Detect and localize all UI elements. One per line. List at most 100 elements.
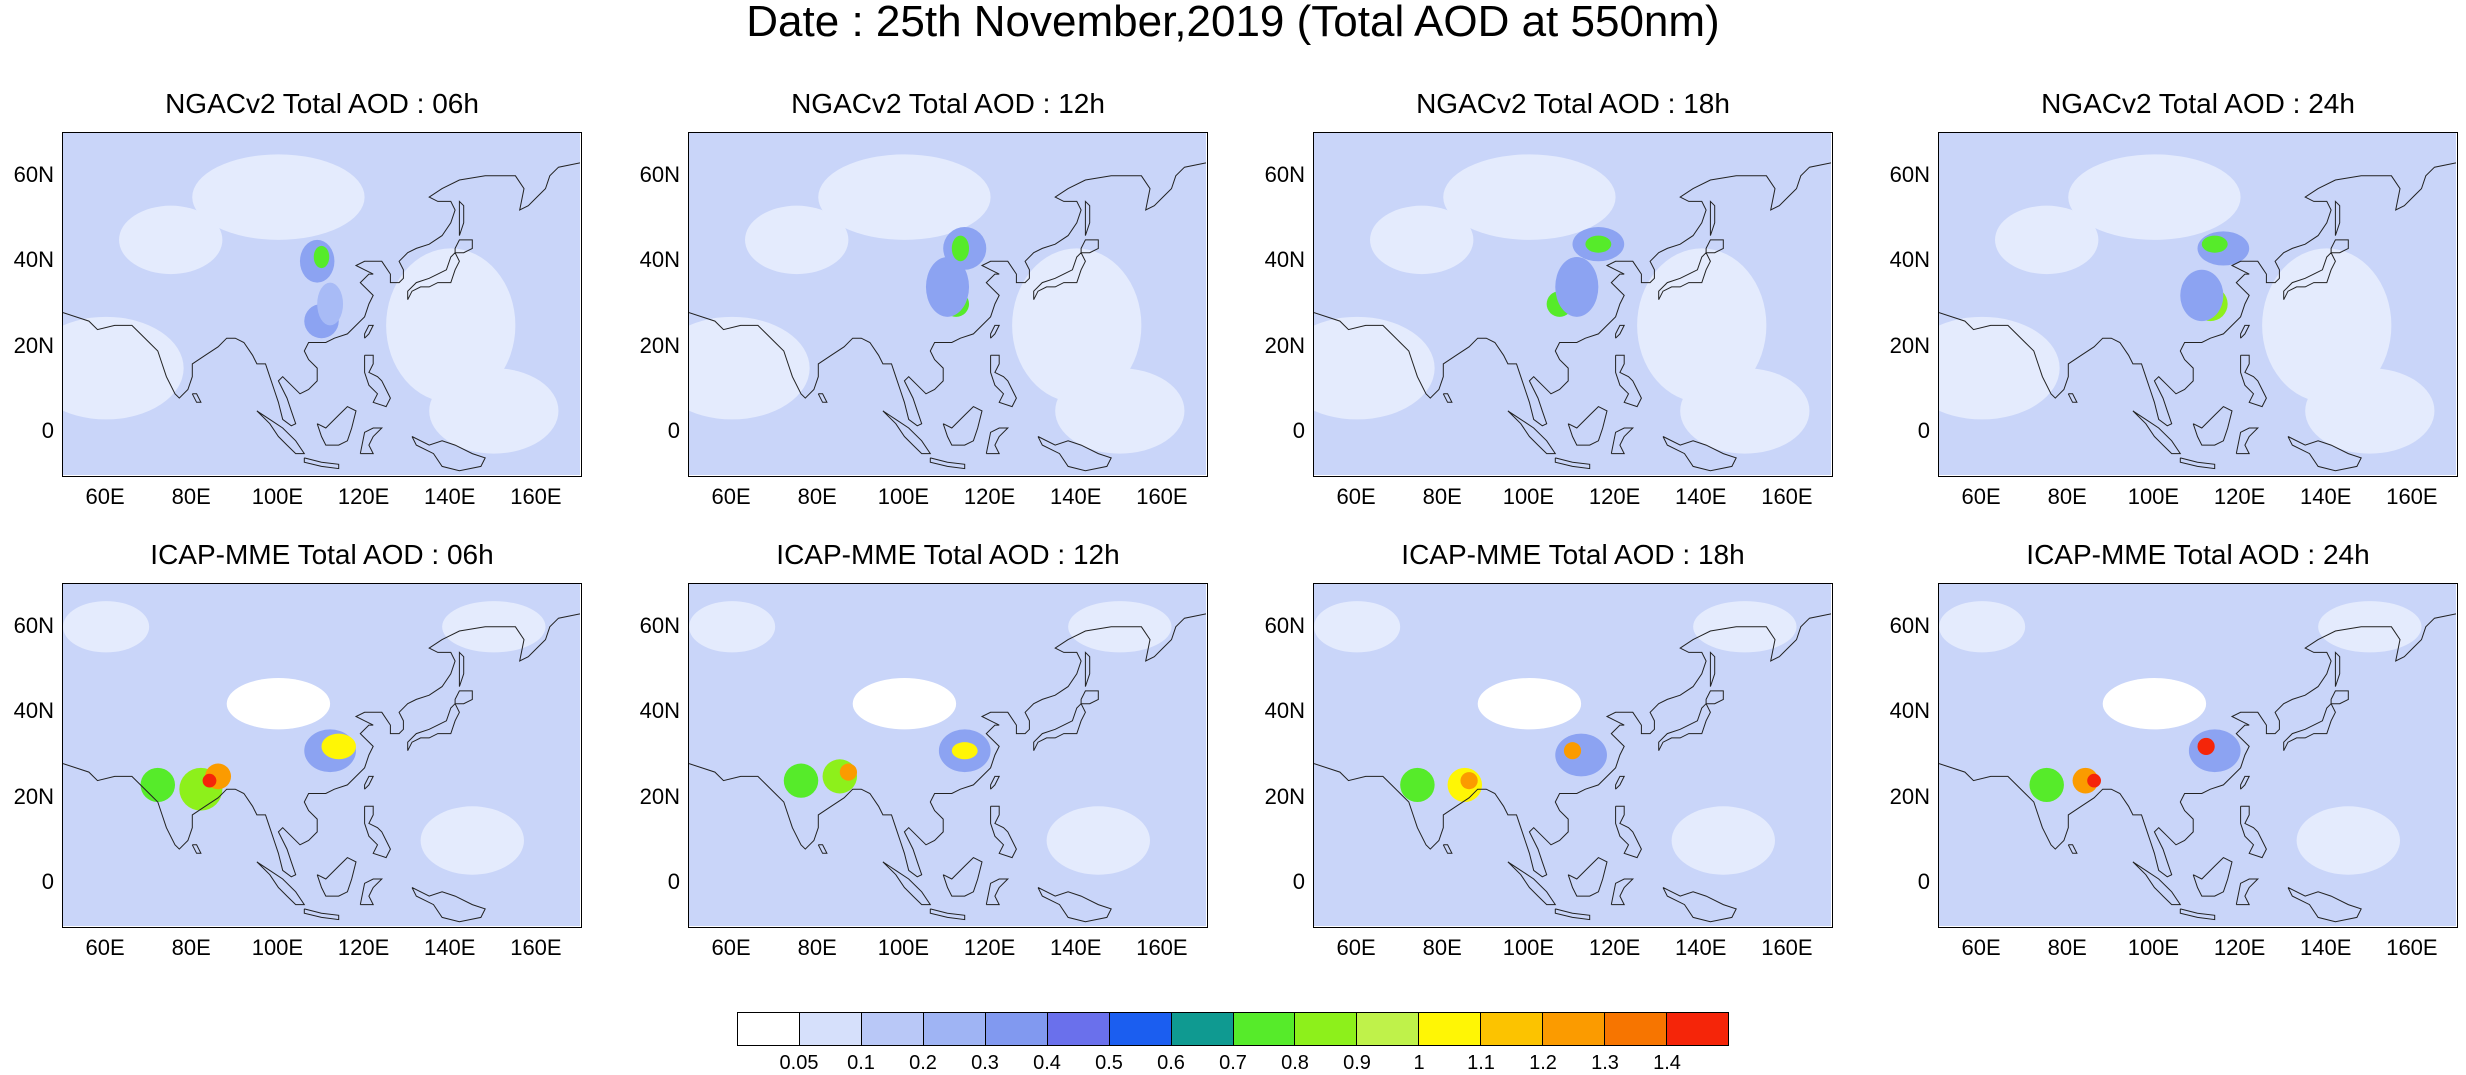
- lat-tick-label: 40N: [13, 698, 54, 724]
- coastline: [1507, 861, 1557, 906]
- coastline: [942, 856, 983, 897]
- coastline: [2240, 775, 2251, 790]
- lat-tick-label: 60N: [1889, 161, 1930, 187]
- aod-low-region: [1939, 601, 2026, 653]
- coastline: [364, 775, 375, 790]
- colorbar-label: 0.5: [1095, 1052, 1123, 1074]
- aod-low-region: [818, 154, 991, 240]
- coastline: [191, 844, 202, 854]
- coastline: [1567, 405, 1608, 446]
- aod-low-region: [119, 205, 223, 275]
- lat-tick-label: 0: [667, 418, 680, 444]
- lat-tick-label: 60N: [1264, 161, 1305, 187]
- panel-title: NGACv2 Total AOD : 24h: [2041, 88, 2355, 119]
- coastline: [1567, 856, 1608, 897]
- coastline: [942, 405, 983, 446]
- colorbar-swatch: [1543, 1013, 1606, 1045]
- lat-tick-label: 20N: [1264, 332, 1305, 358]
- colorbar-label: 1.3: [1591, 1052, 1619, 1074]
- aod-map: [1314, 133, 1831, 475]
- colorbar-label: 1.4: [1653, 1052, 1681, 1074]
- map-panel: NGACv2 Total AOD : 06h 60N 40N 20N 0 60E 80E 10…: [14, 88, 582, 509]
- coastline: [316, 405, 357, 446]
- aod-map: [1939, 133, 2456, 475]
- aod-low-region: [745, 205, 849, 275]
- coastline: [689, 162, 1206, 427]
- lon-tick-label: 100E: [877, 484, 930, 509]
- aod-plume: [951, 742, 978, 760]
- map-frame: [1313, 583, 1833, 928]
- panel-title: ICAP-MME Total AOD : 12h: [776, 539, 1120, 570]
- map-frame: [688, 583, 1208, 928]
- lat-tick-label: 60N: [13, 161, 54, 187]
- aod-low-region: [386, 248, 516, 403]
- panel-title: ICAP-MME Total AOD : 06h: [150, 539, 494, 570]
- aod-plume: [925, 256, 970, 317]
- lon-tick-label: 60E: [85, 935, 125, 960]
- aod-map: [1939, 584, 2456, 926]
- lon-tick-label: 140E: [424, 935, 476, 960]
- aod-low-region: [689, 316, 810, 420]
- colorbar-swatch: [1295, 1013, 1358, 1045]
- aod-plume: [783, 763, 819, 798]
- aod-plume: [2197, 737, 2215, 755]
- lon-tick-label: 60E: [1961, 935, 2001, 960]
- lon-tick-label: 140E: [2300, 935, 2352, 960]
- map-frame: [1313, 132, 1833, 477]
- lon-tick-label: 140E: [1050, 484, 1102, 509]
- aod-plume: [1585, 235, 1612, 253]
- lat-tick-label: 40N: [639, 698, 680, 724]
- lat-tick-label: 60N: [639, 161, 680, 187]
- colorbar-label: 0.1: [847, 1052, 875, 1074]
- lon-tick-label: 100E: [251, 935, 304, 960]
- figure-title: Date : 25th November,2019 (Total AOD at …: [746, 0, 1720, 46]
- colorbar-label: 0.2: [909, 1052, 937, 1074]
- coastline: [2192, 856, 2233, 897]
- coastline: [1033, 702, 1086, 751]
- lon-tick-label: 140E: [1050, 935, 1102, 960]
- coastline: [817, 393, 828, 403]
- coastline: [1939, 162, 2456, 427]
- coastline: [1037, 436, 1112, 472]
- aod-plume: [321, 733, 356, 760]
- lat-tick-label: 20N: [1264, 783, 1305, 809]
- coastline: [1615, 324, 1626, 339]
- colorbar-swatch: [799, 1013, 862, 1045]
- coastline: [1662, 436, 1737, 472]
- colorbar-swatch: [1481, 1013, 1544, 1045]
- aod-low-region: [1046, 806, 1150, 875]
- coastline: [2287, 887, 2362, 923]
- lon-tick-label: 120E: [963, 484, 1016, 509]
- lon-tick-label: 100E: [877, 935, 930, 960]
- aod-map: [689, 133, 1206, 475]
- coastline: [458, 200, 465, 236]
- coastline: [1610, 878, 1635, 906]
- coastline: [303, 457, 340, 470]
- aod-plume: [2201, 235, 2228, 253]
- aod-map: [1314, 584, 1831, 926]
- coastline: [2334, 651, 2341, 687]
- coastline: [985, 878, 1010, 906]
- coastline: [2067, 844, 2078, 854]
- aod-low-region: [63, 316, 184, 420]
- aod-low-region: [429, 368, 559, 454]
- coastline: [1080, 239, 1099, 254]
- lat-tick-label: 20N: [13, 783, 54, 809]
- lon-tick-label: 160E: [1761, 935, 1813, 960]
- lat-tick-label: 40N: [1264, 247, 1305, 273]
- aod-low-region: [1370, 205, 1474, 275]
- coastline: [1554, 457, 1591, 470]
- coastline: [1442, 393, 1453, 403]
- coastline: [1709, 200, 1716, 236]
- coastline: [2287, 436, 2362, 472]
- coastline: [817, 844, 828, 854]
- aod-plume: [202, 773, 217, 788]
- colorbar-swatch: [1109, 1013, 1172, 1045]
- coastline: [411, 887, 486, 923]
- lat-tick-label: 20N: [1889, 783, 1930, 809]
- coastline: [1615, 354, 1642, 408]
- coastline: [985, 427, 1010, 455]
- lon-tick-label: 120E: [2213, 935, 2266, 960]
- lon-tick-label: 160E: [2386, 484, 2438, 509]
- lon-tick-label: 160E: [510, 935, 562, 960]
